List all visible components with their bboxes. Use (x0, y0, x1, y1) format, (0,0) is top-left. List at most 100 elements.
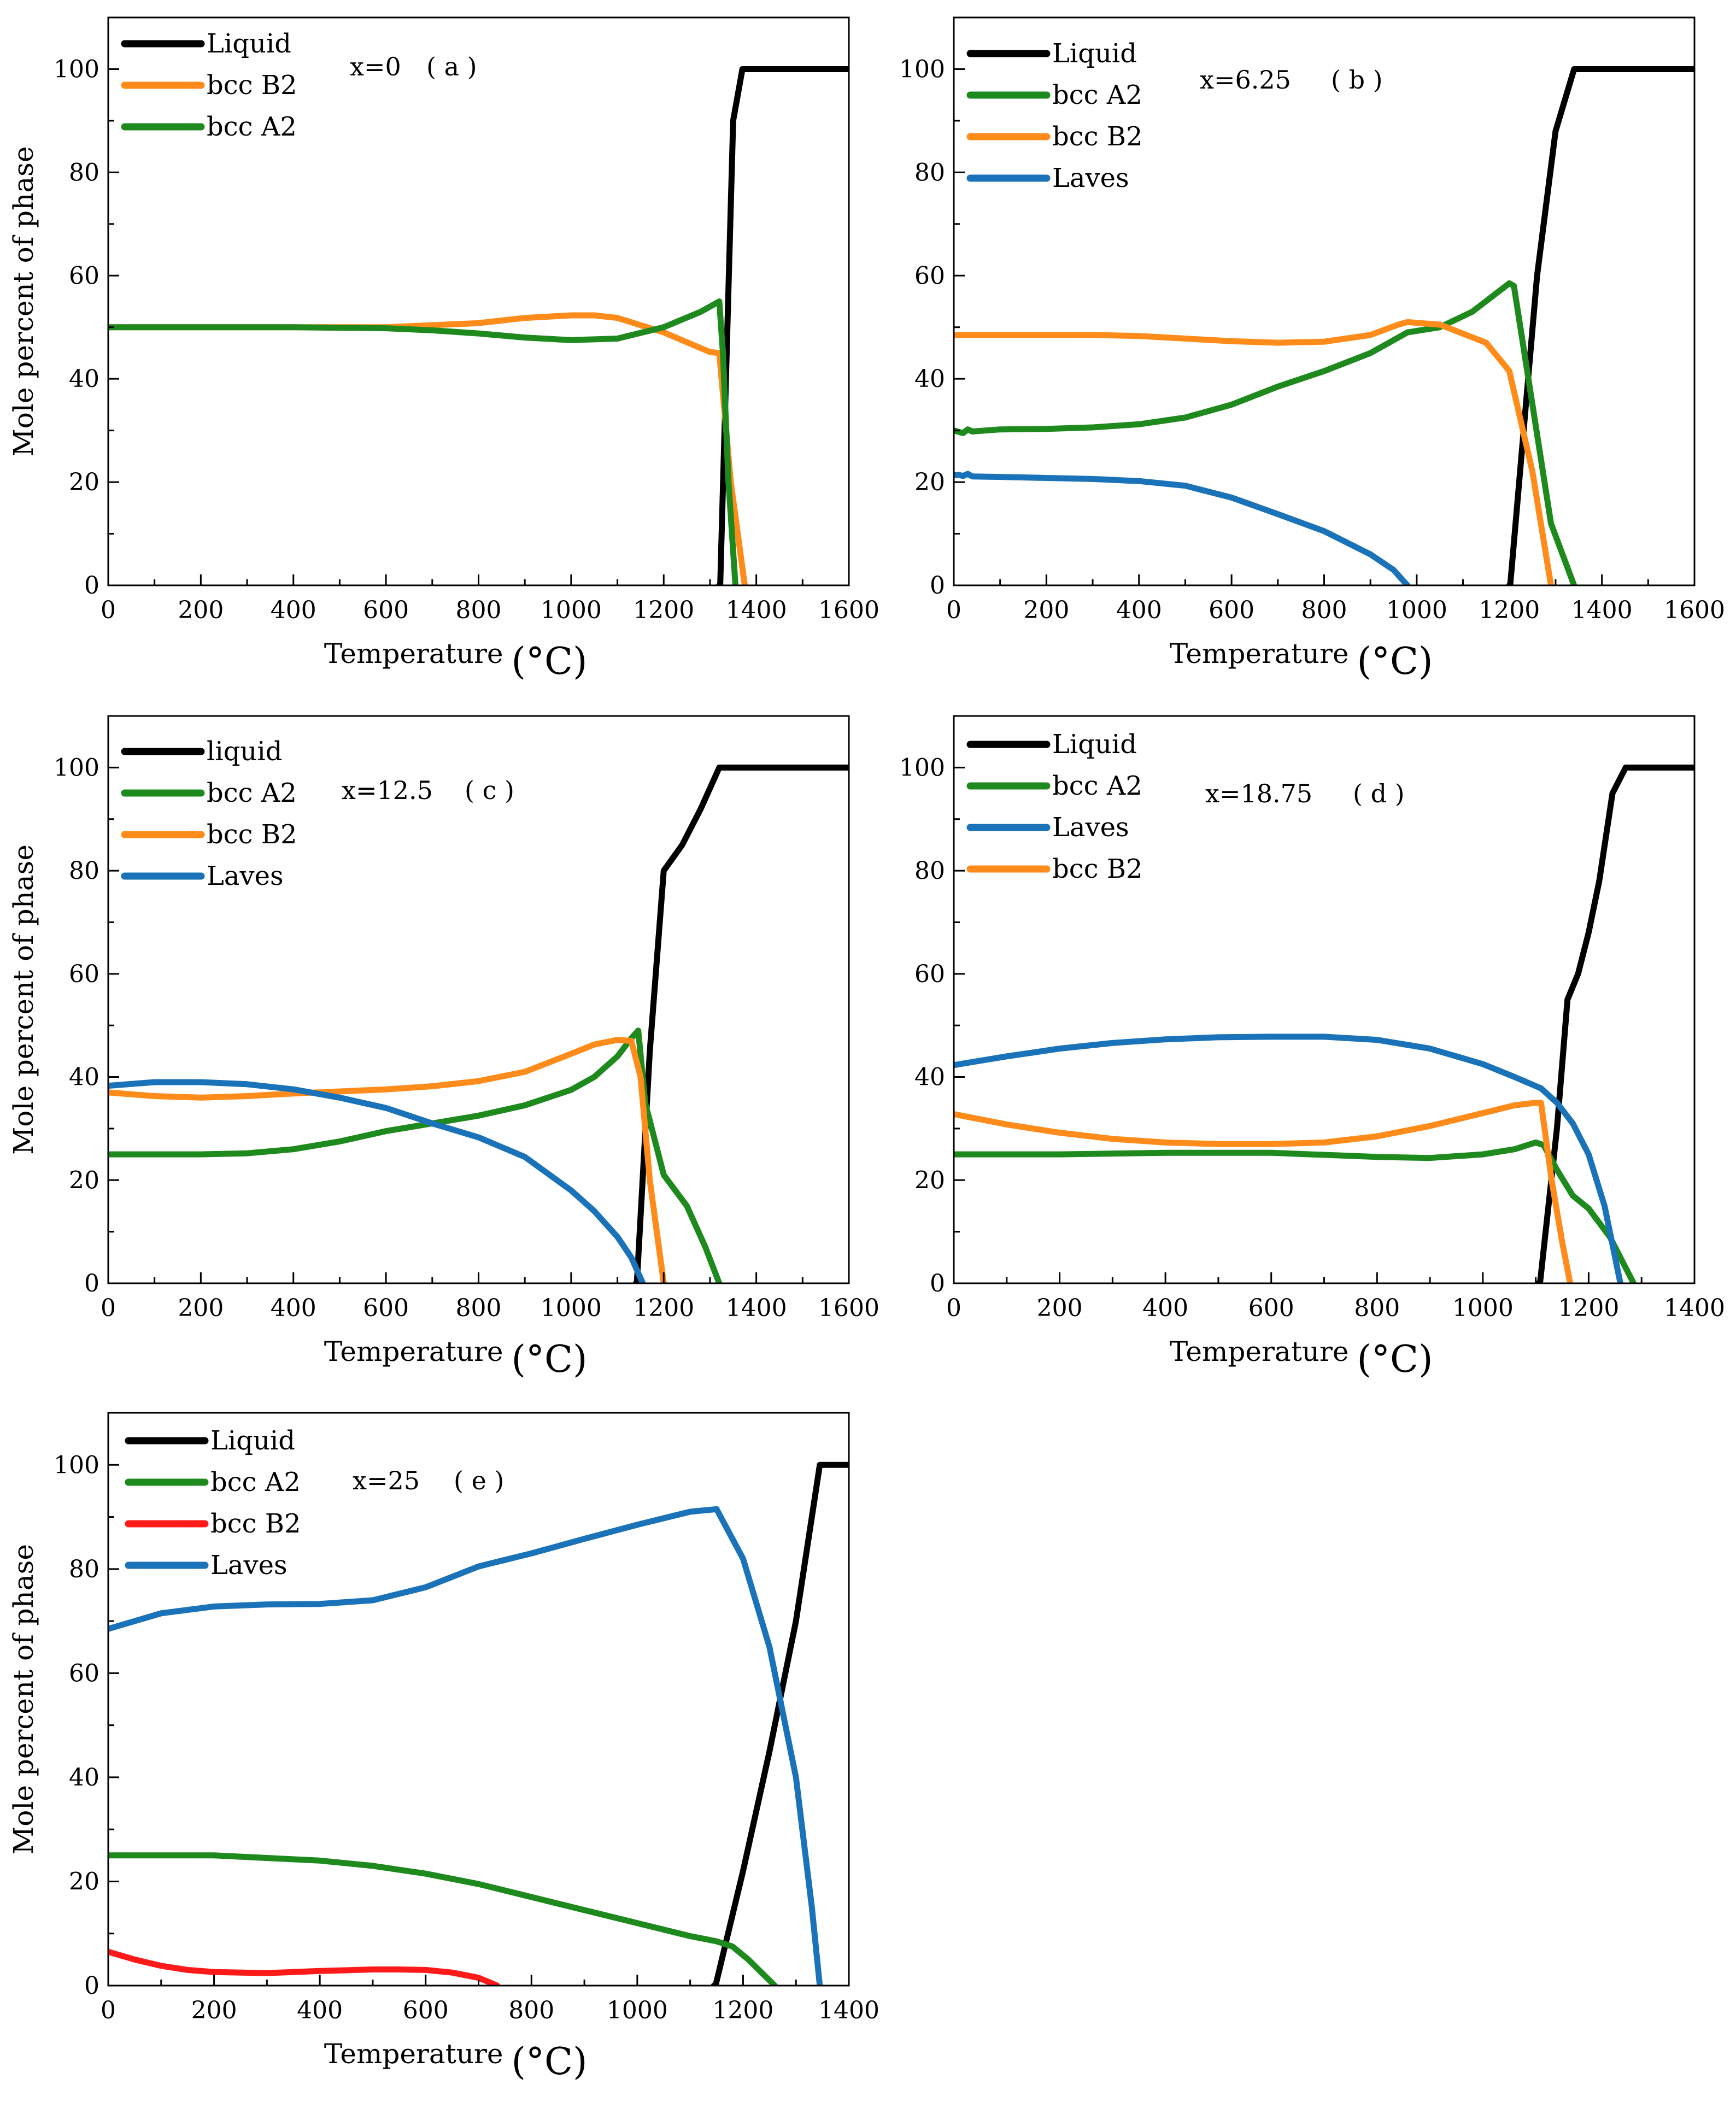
y-tick-label: 20 (69, 468, 99, 496)
x-axis-unit: (°C) (512, 2040, 588, 2083)
x-tick-label: 400 (271, 1294, 316, 1322)
series-line-bcc-b2 (954, 1100, 1574, 1283)
x-tick-label: 1400 (726, 596, 787, 624)
y-tick-label: 80 (69, 158, 99, 186)
legend-label: Liquid (1052, 38, 1137, 69)
composition-annotation: x=18.75 (1205, 779, 1312, 808)
y-tick-label: 60 (69, 1659, 99, 1687)
x-tick-label: 600 (363, 1294, 409, 1322)
x-axis-title: Temperature (1170, 1336, 1349, 1367)
x-tick-label: 600 (1248, 1294, 1294, 1322)
x-tick-label: 1000 (1386, 596, 1447, 624)
series-line-bcc-a2 (954, 1139, 1637, 1283)
series-line-laves (108, 1506, 823, 1986)
y-tick-label: 80 (914, 158, 945, 186)
y-tick-label: 0 (930, 572, 945, 600)
x-axis-title: Temperature (324, 1336, 503, 1367)
legend-label: bcc A2 (1052, 771, 1142, 801)
x-axis-unit: (°C) (512, 640, 588, 683)
x-tick-label: 200 (178, 596, 224, 624)
x-tick-label: 400 (1116, 596, 1162, 624)
composition-annotation: x=0 (350, 52, 401, 81)
x-tick-label: 600 (1209, 596, 1254, 624)
x-tick-label: 1400 (726, 1294, 787, 1322)
panel-label: ( c ) (465, 776, 514, 805)
y-tick-label: 100 (54, 55, 99, 83)
x-tick-label: 1000 (541, 1294, 602, 1322)
legend-label: Laves (207, 861, 284, 891)
x-tick-label: 400 (297, 1997, 343, 2024)
x-tick-label: 600 (363, 596, 409, 624)
series-line-laves (954, 1034, 1623, 1283)
x-axis-unit: (°C) (1357, 1338, 1433, 1381)
legend-label: bcc B2 (1052, 121, 1143, 152)
y-tick-label: 60 (69, 262, 99, 290)
y-tick-label: 20 (69, 1166, 99, 1194)
y-axis-title: Mole percent of phase (8, 844, 39, 1155)
series-line-bcc-b2 (954, 319, 1554, 585)
legend-label: bcc B2 (1052, 854, 1143, 884)
y-tick-label: 100 (54, 754, 99, 782)
x-tick-label: 0 (101, 1997, 116, 2024)
series-line-bcc-a2 (954, 280, 1577, 585)
x-tick-label: 200 (178, 1294, 224, 1322)
y-tick-label: 0 (84, 1270, 99, 1297)
x-tick-label: 800 (508, 1997, 554, 2024)
x-tick-label: 400 (1142, 1294, 1188, 1322)
legend-label: bcc A2 (207, 111, 297, 142)
x-tick-label: 0 (101, 596, 116, 624)
x-tick-label: 800 (1301, 596, 1347, 624)
y-axis-title: Mole percent of phase (8, 1544, 39, 1854)
series-line-liquid (632, 764, 849, 1283)
legend-label: bcc B2 (210, 1508, 301, 1539)
x-tick-label: 1400 (1571, 596, 1633, 624)
x-axis-unit: (°C) (512, 1338, 588, 1381)
y-tick-label: 40 (69, 1764, 99, 1792)
y-tick-label: 60 (914, 262, 945, 290)
x-axis-title: Temperature (324, 638, 503, 670)
x-tick-label: 1600 (818, 1294, 879, 1322)
y-tick-label: 20 (69, 1868, 99, 1895)
x-tick-label: 200 (1023, 596, 1069, 624)
legend-label: bcc B2 (207, 819, 297, 850)
x-tick-label: 600 (403, 1997, 449, 2024)
x-tick-label: 1600 (818, 596, 879, 624)
legend-label: Liquid (207, 28, 291, 59)
x-tick-label: 1000 (1452, 1294, 1514, 1322)
series-line-bcc-b2 (108, 1037, 667, 1283)
y-tick-label: 60 (69, 960, 99, 988)
composition-annotation: x=6.25 (1200, 65, 1291, 95)
y-tick-label: 40 (69, 1064, 99, 1091)
x-tick-label: 1200 (712, 1997, 773, 2024)
panel-d: 0 200 400 600 800 1000 1200 1400 0 20 40 60 80 100 Tem… (899, 715, 1725, 1381)
composition-annotation: x=25 (353, 1466, 420, 1495)
x-axis-unit: (°C) (1357, 640, 1433, 683)
legend-label: Liquid (1052, 729, 1137, 760)
legend-label: bcc A2 (1052, 80, 1142, 110)
legend-label: liquid (207, 736, 282, 767)
series-line-bcc-b2 (108, 1948, 500, 1986)
y-tick-label: 80 (914, 857, 945, 885)
x-tick-label: 400 (271, 596, 316, 624)
series-line-bcc-a2 (108, 1027, 723, 1283)
y-tick-label: 60 (914, 960, 945, 988)
series-line-bcc-a2 (108, 1852, 778, 1986)
panel-label: ( a ) (426, 52, 477, 81)
y-tick-label: 0 (84, 1972, 99, 2000)
legend-label: Laves (210, 1550, 288, 1581)
y-tick-label: 40 (69, 365, 99, 393)
x-tick-label: 800 (456, 1294, 502, 1322)
y-tick-label: 40 (914, 365, 945, 393)
legend-label: bcc A2 (207, 778, 297, 808)
x-tick-label: 1400 (1664, 1294, 1725, 1322)
y-tick-label: 80 (69, 857, 99, 885)
legend-label: bcc A2 (210, 1467, 301, 1498)
x-tick-label: 1400 (818, 1997, 879, 2024)
x-tick-label: 0 (946, 596, 961, 624)
y-axis-title: Mole percent of phase (8, 146, 39, 457)
legend-label: bcc B2 (207, 70, 297, 101)
x-axis-title: Temperature (324, 2038, 503, 2070)
y-tick-label: 100 (899, 55, 945, 83)
x-tick-label: 0 (101, 1294, 116, 1322)
